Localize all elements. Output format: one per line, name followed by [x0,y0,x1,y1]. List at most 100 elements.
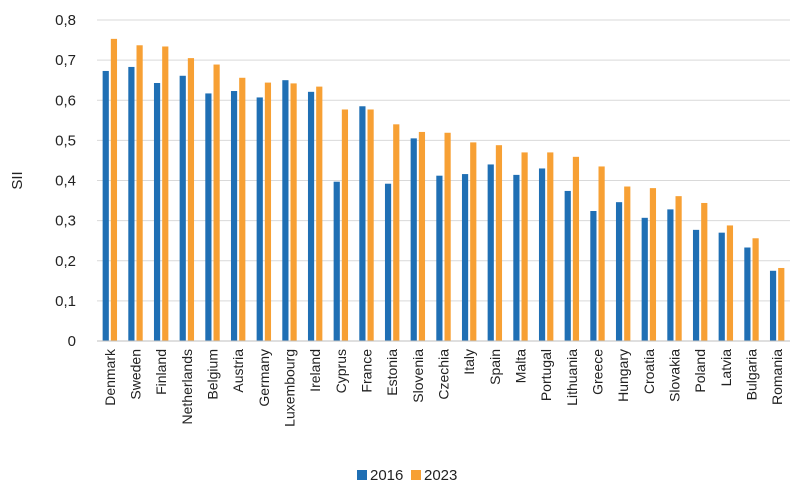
bar-2023-romania [778,267,785,341]
bar-2016-cyprus [333,181,340,341]
bar-2023-czechia [444,132,451,341]
bar-2016-luxembourg [282,80,289,341]
bar-2016-finland [153,82,161,341]
x-category-label: Spain [487,349,503,385]
bar-2023-belgium [213,64,220,341]
legend-label: 2016 [370,467,403,484]
x-category-label: Hungary [615,349,631,402]
bar-2023-cyprus [341,109,349,341]
bar-2023-netherlands [187,58,195,342]
bar-2023-estonia [393,124,400,341]
x-category-label: Denmark [102,348,118,406]
bar-2023-malta [521,152,528,341]
x-category-label: Italy [461,349,477,375]
x-category-label: Latvia [718,349,734,387]
bar-2023-hungary [624,186,631,341]
bar-2023-bulgaria [752,238,759,341]
legend-swatch-2023 [411,470,421,480]
x-category-label: Lithuania [564,349,580,406]
bar-2016-france [359,106,366,341]
bar-2016-austria [230,91,238,342]
x-category-label: Slovenia [410,349,426,403]
bar-2023-slovakia [675,196,682,341]
y-tick-label: 0,3 [55,213,76,230]
y-tick-label: 0,8 [55,12,76,29]
x-category-label: Netherlands [179,349,195,425]
bar-2016-lithuania [564,190,571,341]
bar-2023-austria [239,77,246,341]
bar-2016-italy [461,174,469,341]
y-tick-label: 0,5 [55,132,76,149]
x-category-label: Ireland [307,349,323,392]
bar-2016-czechia [436,175,443,341]
x-category-label: Portugal [538,349,554,401]
x-category-label: Poland [692,349,708,393]
bar-2016-bulgaria [744,247,751,341]
x-category-label: Sweden [128,349,144,400]
bar-2016-estonia [384,183,392,341]
bar-2016-hungary [615,202,623,341]
bar-2023-italy [470,142,477,341]
bar-2016-greece [590,210,597,341]
bar-2023-greece [598,166,605,341]
x-category-label: Germany [256,349,272,407]
x-category-label: Belgium [205,349,221,400]
y-tick-label: 0 [68,333,76,350]
y-tick-label: 0,7 [55,52,76,69]
legend-label: 2023 [424,467,457,484]
y-tick-label: 0,6 [55,92,76,109]
y-tick-label: 0,2 [55,253,76,270]
bar-2023-finland [162,46,169,342]
x-category-label: Bulgaria [744,349,760,401]
bar-2023-sweden [136,45,143,342]
y-axis-ticks: 0 0,1 0,2 0,3 0,4 0,5 0,6 0,7 0,8 [55,12,76,350]
bar-2016-portugal [538,168,546,341]
x-category-label: Cyprus [333,349,349,393]
legend-swatch-2016 [357,470,367,480]
bar-2016-romania [769,270,777,341]
x-category-label: Slovakia [667,349,683,402]
bar-2023-ireland [316,86,323,341]
x-axis-categories: Denmark Sweden Finland Netherlands Belgium Au… [102,348,785,427]
bar-2023-slovenia [418,131,426,341]
bar-2016-slovenia [410,138,417,341]
bar-2023-croatia [649,188,657,341]
x-category-label: Croatia [641,349,657,394]
bar-2023-denmark [110,38,118,341]
bar-2016-poland [692,229,700,341]
x-category-label: France [359,349,375,393]
x-category-label: Austria [230,349,246,393]
bar-2016-sweden [128,66,135,341]
bar-2023-poland [701,202,708,341]
y-axis-label: SII [9,171,26,189]
bar-2016-belgium [205,93,212,342]
legend: 2016 2023 [357,467,457,484]
x-category-label: Greece [590,349,606,395]
bar-2016-denmark [102,70,109,342]
bar-2016-croatia [641,217,648,341]
bar-2016-germany [256,97,263,341]
bar-2016-ireland [307,91,315,341]
y-tick-label: 0,1 [55,293,76,310]
bar-2023-germany [264,82,272,341]
bar-2023-spain [495,145,503,341]
x-category-label: Czechia [436,349,452,400]
bar-2023-luxembourg [290,83,297,342]
bar-2016-netherlands [179,75,186,342]
x-category-label: Luxembourg [282,349,298,427]
gridlines [97,19,790,302]
bar-2023-france [367,109,374,341]
x-category-label: Finland [153,349,169,395]
x-category-label: Romania [769,349,785,405]
bar-2023-latvia [726,225,734,341]
y-tick-label: 0,4 [55,173,76,190]
bar-2016-malta [513,174,520,341]
bar-2023-lithuania [572,156,580,341]
bar-2016-spain [487,164,494,341]
x-category-label: Estonia [384,349,400,396]
bar-2023-portugal [547,152,554,341]
bar-2016-slovakia [667,209,674,341]
x-category-label: Malta [513,349,529,383]
bar-2016-latvia [718,232,725,341]
